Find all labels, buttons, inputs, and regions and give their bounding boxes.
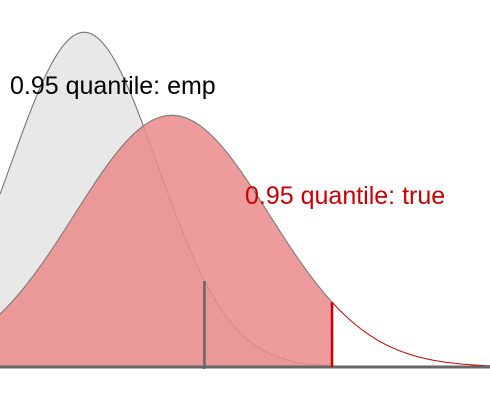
true-quantile-label: 0.95 quantile: true: [245, 182, 445, 210]
true-density-area: [0, 115, 333, 367]
density-series-true: [0, 114, 490, 367]
true-density-tail-curve: [331, 301, 490, 367]
empirical-quantile-label: 0.95 quantile: emp: [10, 72, 216, 100]
true-density-curve: [0, 114, 333, 315]
